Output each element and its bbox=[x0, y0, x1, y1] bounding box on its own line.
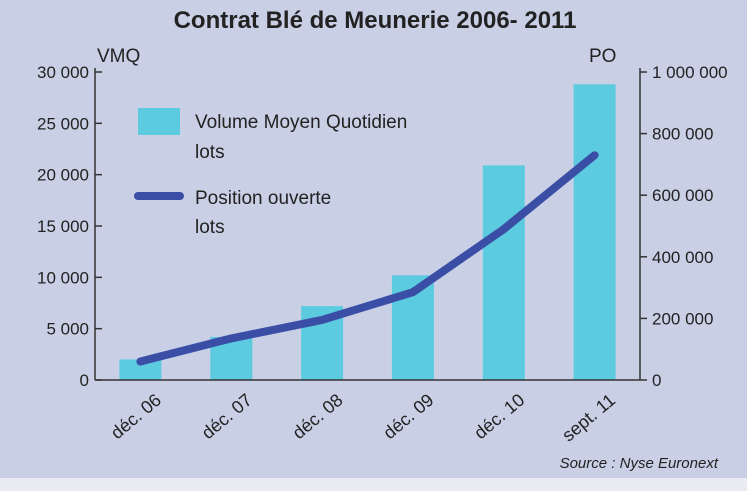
bar-1 bbox=[119, 359, 162, 380]
category-label: sept. 11 bbox=[558, 390, 619, 446]
left-tick-label: 10 000 bbox=[37, 268, 89, 287]
left-tick-label: 20 000 bbox=[37, 166, 89, 185]
position-ouverte-line bbox=[136, 151, 599, 366]
source-note: Source : Nyse Euronext bbox=[560, 455, 719, 472]
right-tick-label: 1 000 000 bbox=[652, 63, 728, 82]
bar-5 bbox=[482, 165, 525, 380]
category-label: déc. 08 bbox=[289, 390, 347, 443]
right-axis-title: PO bbox=[589, 46, 616, 67]
left-tick-label: 5 000 bbox=[46, 320, 89, 339]
right-tick-label: 600 000 bbox=[652, 186, 713, 205]
left-tick-label: 15 000 bbox=[37, 217, 89, 236]
right-tick-label: 400 000 bbox=[652, 248, 713, 267]
legend: Volume Moyen Quotidien lots Position ouv… bbox=[134, 108, 407, 238]
chart-title: Contrat Blé de Meunerie 2006- 2011 bbox=[174, 7, 577, 34]
left-tick-label: 25 000 bbox=[37, 114, 89, 133]
left-tick-label: 0 bbox=[80, 371, 89, 390]
right-tick-label: 0 bbox=[652, 371, 661, 390]
category-label: déc. 09 bbox=[379, 390, 437, 443]
category-label: déc. 10 bbox=[470, 390, 528, 443]
bars-layer bbox=[119, 84, 616, 381]
category-label: déc. 06 bbox=[107, 390, 165, 443]
legend-label-position: Position ouverte bbox=[195, 188, 331, 209]
axes-layer: 0 5 000 10 000 15 000 20 000 25 000 30 000 0 200… bbox=[37, 63, 728, 390]
legend-swatch-volume bbox=[138, 108, 180, 135]
right-tick-label: 200 000 bbox=[652, 309, 713, 328]
legend-label-volume: Volume Moyen Quotidien bbox=[195, 112, 407, 133]
bar-6 bbox=[573, 84, 616, 381]
right-tick-label: 800 000 bbox=[652, 125, 713, 144]
category-labels: déc. 06 déc. 07 déc. 08 déc. 09 déc. 10 sept.… bbox=[107, 390, 619, 446]
category-label: déc. 07 bbox=[198, 390, 256, 443]
line-layer bbox=[136, 151, 599, 366]
legend-label-position-unit: lots bbox=[195, 217, 225, 238]
left-axis-title: VMQ bbox=[97, 46, 140, 67]
legend-label-volume-unit: lots bbox=[195, 142, 225, 163]
bottom-strip bbox=[0, 478, 747, 491]
left-tick-label: 30 000 bbox=[37, 63, 89, 82]
